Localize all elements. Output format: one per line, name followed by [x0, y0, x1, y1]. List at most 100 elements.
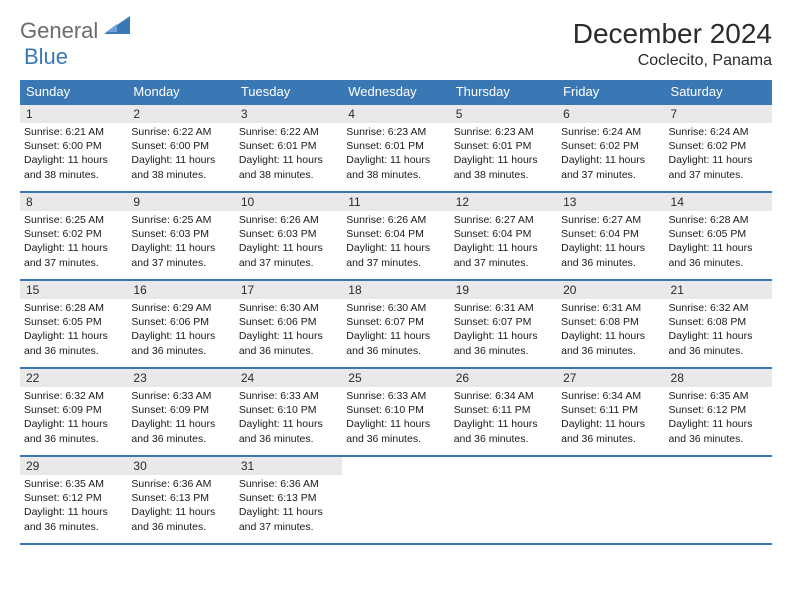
calendar-cell: 31Sunrise: 6:36 AMSunset: 6:13 PMDayligh…: [235, 456, 342, 544]
calendar-row: 15Sunrise: 6:28 AMSunset: 6:05 PMDayligh…: [20, 280, 772, 368]
day-details: Sunrise: 6:28 AMSunset: 6:05 PMDaylight:…: [20, 299, 127, 362]
day-number: 16: [127, 281, 234, 299]
sunset-line: Sunset: 6:02 PM: [24, 227, 123, 241]
weekday-header: Monday: [127, 80, 234, 104]
day-details: Sunrise: 6:23 AMSunset: 6:01 PMDaylight:…: [342, 123, 449, 186]
calendar-cell: 11Sunrise: 6:26 AMSunset: 6:04 PMDayligh…: [342, 192, 449, 280]
weekday-header: Thursday: [450, 80, 557, 104]
daylight-line: Daylight: 11 hours and 36 minutes.: [131, 329, 230, 357]
sunset-line: Sunset: 6:01 PM: [346, 139, 445, 153]
daylight-line: Daylight: 11 hours and 36 minutes.: [239, 329, 338, 357]
day-number: 26: [450, 369, 557, 387]
sunset-line: Sunset: 6:10 PM: [239, 403, 338, 417]
calendar-cell: 15Sunrise: 6:28 AMSunset: 6:05 PMDayligh…: [20, 280, 127, 368]
daylight-line: Daylight: 11 hours and 36 minutes.: [561, 329, 660, 357]
sunset-line: Sunset: 6:09 PM: [24, 403, 123, 417]
daylight-line: Daylight: 11 hours and 38 minutes.: [346, 153, 445, 181]
daylight-line: Daylight: 11 hours and 36 minutes.: [669, 241, 768, 269]
calendar-cell: 28Sunrise: 6:35 AMSunset: 6:12 PMDayligh…: [665, 368, 772, 456]
day-number: 13: [557, 193, 664, 211]
daylight-line: Daylight: 11 hours and 36 minutes.: [131, 505, 230, 533]
weekday-header: Tuesday: [235, 80, 342, 104]
calendar-cell: 29Sunrise: 6:35 AMSunset: 6:12 PMDayligh…: [20, 456, 127, 544]
sunrise-line: Sunrise: 6:25 AM: [24, 213, 123, 227]
logo-text-2-wrap: Blue: [24, 44, 68, 70]
day-details: Sunrise: 6:25 AMSunset: 6:03 PMDaylight:…: [127, 211, 234, 274]
daylight-line: Daylight: 11 hours and 38 minutes.: [131, 153, 230, 181]
calendar-cell: 22Sunrise: 6:32 AMSunset: 6:09 PMDayligh…: [20, 368, 127, 456]
sunset-line: Sunset: 6:05 PM: [669, 227, 768, 241]
sunrise-line: Sunrise: 6:28 AM: [24, 301, 123, 315]
sunrise-line: Sunrise: 6:33 AM: [239, 389, 338, 403]
day-number: 3: [235, 105, 342, 123]
sunset-line: Sunset: 6:00 PM: [131, 139, 230, 153]
sunrise-line: Sunrise: 6:26 AM: [346, 213, 445, 227]
weekday-header: Friday: [557, 80, 664, 104]
sunrise-line: Sunrise: 6:22 AM: [131, 125, 230, 139]
calendar-cell-empty: [665, 456, 772, 544]
calendar-cell: 8Sunrise: 6:25 AMSunset: 6:02 PMDaylight…: [20, 192, 127, 280]
day-details: Sunrise: 6:24 AMSunset: 6:02 PMDaylight:…: [665, 123, 772, 186]
day-number: 5: [450, 105, 557, 123]
day-number: 29: [20, 457, 127, 475]
sunset-line: Sunset: 6:02 PM: [669, 139, 768, 153]
daylight-line: Daylight: 11 hours and 38 minutes.: [239, 153, 338, 181]
day-details: Sunrise: 6:34 AMSunset: 6:11 PMDaylight:…: [557, 387, 664, 450]
sunrise-line: Sunrise: 6:33 AM: [346, 389, 445, 403]
day-number: 28: [665, 369, 772, 387]
sunset-line: Sunset: 6:04 PM: [561, 227, 660, 241]
sunrise-line: Sunrise: 6:22 AM: [239, 125, 338, 139]
weekday-header: Wednesday: [342, 80, 449, 104]
day-details: Sunrise: 6:30 AMSunset: 6:06 PMDaylight:…: [235, 299, 342, 362]
sunrise-line: Sunrise: 6:26 AM: [239, 213, 338, 227]
day-number: 18: [342, 281, 449, 299]
day-number: 1: [20, 105, 127, 123]
daylight-line: Daylight: 11 hours and 37 minutes.: [669, 153, 768, 181]
day-number: 7: [665, 105, 772, 123]
sunset-line: Sunset: 6:10 PM: [346, 403, 445, 417]
sunset-line: Sunset: 6:08 PM: [561, 315, 660, 329]
day-details: Sunrise: 6:24 AMSunset: 6:02 PMDaylight:…: [557, 123, 664, 186]
weekday-header: Saturday: [665, 80, 772, 104]
calendar-cell: 20Sunrise: 6:31 AMSunset: 6:08 PMDayligh…: [557, 280, 664, 368]
weekday-header: Sunday: [20, 80, 127, 104]
day-number: 23: [127, 369, 234, 387]
calendar-cell: 27Sunrise: 6:34 AMSunset: 6:11 PMDayligh…: [557, 368, 664, 456]
calendar-cell: 6Sunrise: 6:24 AMSunset: 6:02 PMDaylight…: [557, 104, 664, 192]
day-number: 12: [450, 193, 557, 211]
sunset-line: Sunset: 6:07 PM: [346, 315, 445, 329]
sunset-line: Sunset: 6:04 PM: [346, 227, 445, 241]
day-details: Sunrise: 6:36 AMSunset: 6:13 PMDaylight:…: [235, 475, 342, 538]
calendar-cell: 24Sunrise: 6:33 AMSunset: 6:10 PMDayligh…: [235, 368, 342, 456]
sunrise-line: Sunrise: 6:28 AM: [669, 213, 768, 227]
logo-text-2: Blue: [24, 44, 68, 69]
day-details: Sunrise: 6:35 AMSunset: 6:12 PMDaylight:…: [665, 387, 772, 450]
calendar-cell-empty: [450, 456, 557, 544]
calendar-row: 22Sunrise: 6:32 AMSunset: 6:09 PMDayligh…: [20, 368, 772, 456]
day-details: Sunrise: 6:26 AMSunset: 6:04 PMDaylight:…: [342, 211, 449, 274]
location: Coclecito, Panama: [573, 52, 772, 70]
day-details: Sunrise: 6:22 AMSunset: 6:00 PMDaylight:…: [127, 123, 234, 186]
day-details: Sunrise: 6:33 AMSunset: 6:10 PMDaylight:…: [342, 387, 449, 450]
daylight-line: Daylight: 11 hours and 36 minutes.: [669, 329, 768, 357]
sunrise-line: Sunrise: 6:34 AM: [454, 389, 553, 403]
calendar-cell: 16Sunrise: 6:29 AMSunset: 6:06 PMDayligh…: [127, 280, 234, 368]
day-details: Sunrise: 6:30 AMSunset: 6:07 PMDaylight:…: [342, 299, 449, 362]
day-number: 19: [450, 281, 557, 299]
daylight-line: Daylight: 11 hours and 37 minutes.: [561, 153, 660, 181]
sunrise-line: Sunrise: 6:32 AM: [24, 389, 123, 403]
logo-triangle-icon: [104, 16, 130, 39]
day-number: 31: [235, 457, 342, 475]
calendar-body: 1Sunrise: 6:21 AMSunset: 6:00 PMDaylight…: [20, 104, 772, 544]
calendar-cell: 9Sunrise: 6:25 AMSunset: 6:03 PMDaylight…: [127, 192, 234, 280]
day-details: Sunrise: 6:35 AMSunset: 6:12 PMDaylight:…: [20, 475, 127, 538]
sunset-line: Sunset: 6:11 PM: [454, 403, 553, 417]
day-details: Sunrise: 6:34 AMSunset: 6:11 PMDaylight:…: [450, 387, 557, 450]
calendar-row: 29Sunrise: 6:35 AMSunset: 6:12 PMDayligh…: [20, 456, 772, 544]
sunset-line: Sunset: 6:06 PM: [239, 315, 338, 329]
calendar-cell: 26Sunrise: 6:34 AMSunset: 6:11 PMDayligh…: [450, 368, 557, 456]
day-details: Sunrise: 6:26 AMSunset: 6:03 PMDaylight:…: [235, 211, 342, 274]
sunrise-line: Sunrise: 6:27 AM: [454, 213, 553, 227]
daylight-line: Daylight: 11 hours and 36 minutes.: [561, 241, 660, 269]
weekday-row: SundayMondayTuesdayWednesdayThursdayFrid…: [20, 80, 772, 104]
